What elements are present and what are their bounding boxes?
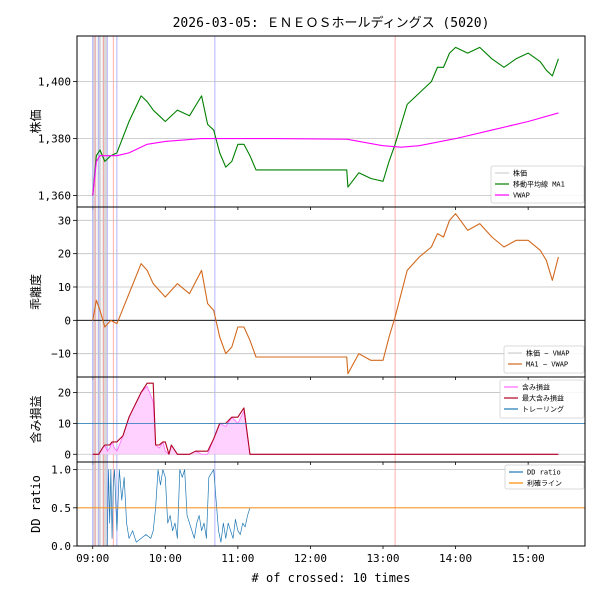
- x-tick-label: 14:00: [439, 552, 472, 565]
- shaded-span: [97, 377, 102, 462]
- panel-plot-ddratio: [77, 462, 585, 546]
- x-axis-label: # of crossed: 10 times: [252, 571, 411, 585]
- shaded-span: [102, 207, 108, 377]
- shaded-span: [102, 462, 108, 546]
- x-tick-label: 10:00: [149, 552, 182, 565]
- legend-label: MA1 − VWAP: [526, 361, 568, 369]
- series-line-deviation-1: [92, 213, 559, 375]
- legend-box: [499, 379, 585, 419]
- y-tick-label: 1.0: [51, 464, 71, 477]
- shaded-span: [92, 207, 97, 377]
- y-axis-label-price: 株価: [28, 109, 43, 133]
- y-tick-label: 10: [58, 281, 71, 294]
- panel-ddratio: 0.0 0.5 1.0 DD ratio DD ratio 利確ライン: [29, 461, 586, 553]
- legend-label: 利確ライン: [527, 479, 562, 488]
- shaded-span: [102, 36, 108, 207]
- y-tick-label: 30: [58, 214, 71, 227]
- legend-label: 株価 − VWAP: [526, 349, 570, 358]
- shaded-span: [92, 377, 97, 462]
- series-line-ddratio-0: [106, 469, 251, 546]
- legend-label: 株価: [513, 169, 527, 178]
- shaded-span: [97, 36, 102, 207]
- panel-plot-price: [77, 36, 585, 207]
- legend-label: 移動平均線 MA1: [513, 180, 565, 189]
- shaded-span: [92, 462, 97, 546]
- series-line-price-2: [92, 112, 559, 196]
- y-axis-label-profit: 含み損益: [28, 395, 43, 443]
- x-tick-label: 12:00: [294, 552, 327, 565]
- y-tick-label: −10: [51, 348, 71, 361]
- panel-plot-deviation: [77, 207, 585, 377]
- y-tick-label: 0.0: [51, 540, 71, 553]
- y-tick-label: 0: [64, 314, 71, 327]
- legend-label: 含み損益: [522, 383, 550, 392]
- legend-box: [504, 464, 585, 490]
- shaded-span: [92, 36, 97, 207]
- shaded-span: [102, 377, 108, 462]
- shaded-span: [97, 207, 102, 377]
- y-tick-label: 1,360: [38, 190, 71, 203]
- legend-ddratio: DD ratio 利確ライン: [504, 464, 585, 490]
- legend-label: VWAP: [513, 192, 530, 200]
- y-axis-label-ddratio: DD ratio: [29, 475, 43, 533]
- series-area-profit-0: [92, 386, 559, 455]
- panel-plot-profit: [77, 377, 585, 462]
- legend-box: [503, 345, 585, 374]
- y-tick-label: 1,400: [38, 76, 71, 89]
- x-tick-label: 09:00: [76, 552, 109, 565]
- series-line-price-1: [92, 46, 559, 196]
- y-tick-label: 1,380: [38, 133, 71, 146]
- series-line-price-0: [92, 47, 559, 196]
- x-tick-label: 11:00: [221, 552, 254, 565]
- legend-deviation: 株価 − VWAP MA1 − VWAP: [503, 345, 585, 374]
- y-tick-label: 0: [64, 448, 71, 461]
- y-tick-label: 20: [58, 386, 71, 399]
- legend-label: トレーリング: [522, 405, 564, 414]
- legend-box: [490, 165, 585, 204]
- shaded-span: [97, 462, 102, 546]
- y-axis-label-deviation: 乖離度: [28, 274, 43, 310]
- legend-label: 最大含み損益: [522, 394, 564, 403]
- legend-label: DD ratio: [527, 469, 561, 477]
- chart-title: 2026-03-05: ＥＮＥＯＳホールディングス (5020): [173, 15, 490, 31]
- y-tick-label: 20: [58, 248, 71, 261]
- x-tick-label: 13:00: [366, 552, 399, 565]
- y-tick-label: 10: [58, 417, 71, 430]
- panel-frame-ddratio: [76, 461, 586, 547]
- x-tick-label: 15:00: [512, 552, 545, 565]
- y-tick-label: 0.5: [51, 502, 71, 515]
